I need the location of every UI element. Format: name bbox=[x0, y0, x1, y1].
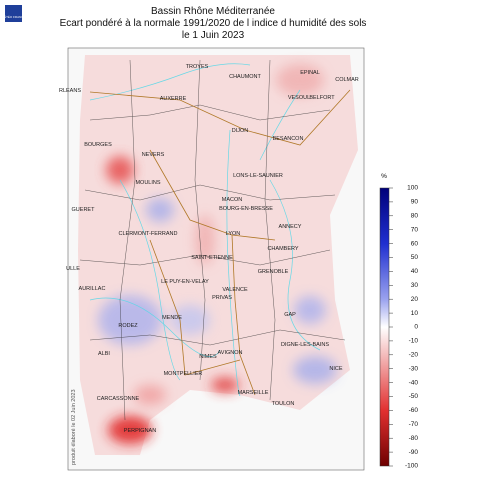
city-label: AVIGNON bbox=[218, 350, 243, 356]
city-label: PRIVAS bbox=[212, 295, 232, 301]
city-label: AUXERRE bbox=[160, 96, 187, 102]
colorbar-tick-label: -90 bbox=[409, 449, 419, 456]
city-label: MARSEILLE bbox=[238, 390, 269, 396]
colorbar-tick-label: 20 bbox=[411, 296, 419, 303]
colorbar-tick-label: 0 bbox=[414, 324, 418, 331]
colorbar-tick-label: 100 bbox=[407, 185, 418, 192]
city-label: ALBI bbox=[98, 351, 110, 357]
city-label: DIGNE-LES-BAINS bbox=[281, 342, 329, 348]
title-line: Bassin Rhône Méditerranée bbox=[151, 6, 275, 17]
city-label: LE PUY-EN-VELAY bbox=[161, 279, 209, 285]
city-label: MOULINS bbox=[135, 180, 160, 186]
city-label: NEVERS bbox=[142, 152, 165, 158]
city-labels: TROYES CHAUMONT EPINAL COLMAR VESOUL BELFORT A… bbox=[59, 64, 359, 434]
city-label: BESANCON bbox=[273, 136, 304, 142]
city-label: COLMAR bbox=[335, 77, 359, 83]
city-label: VESOUL bbox=[288, 95, 310, 101]
colorbar-tick-label: -50 bbox=[409, 393, 419, 400]
city-label: BELFORT bbox=[309, 95, 335, 101]
city-label: VALENCE bbox=[222, 287, 248, 293]
city-label: ULLE bbox=[66, 266, 80, 272]
colorbar-tick-label: -70 bbox=[409, 421, 419, 428]
city-label: BOURGES bbox=[84, 142, 112, 148]
colorbar-ticks: 1009080706050403020100-10-20-30-40-50-60… bbox=[389, 185, 418, 470]
colorbar-tick-label: -20 bbox=[409, 352, 419, 359]
city-label: RLEANS bbox=[59, 88, 81, 94]
logo-text: MÉTÉO FRANCE bbox=[2, 14, 26, 19]
city-label: CARCASSONNE bbox=[97, 396, 140, 402]
colorbar-tick-label: -60 bbox=[409, 407, 419, 414]
city-label: LONS-LE-SAUNIER bbox=[233, 173, 283, 179]
colorbar-unit: % bbox=[381, 173, 387, 180]
colorbar-tick-label: 50 bbox=[411, 254, 419, 261]
title-line: le 1 Juin 2023 bbox=[182, 30, 245, 41]
map bbox=[68, 48, 364, 470]
city-label: CHAMBERY bbox=[267, 246, 298, 252]
city-label: MACON bbox=[222, 197, 243, 203]
logo-box bbox=[5, 5, 22, 22]
title-line: Ecart pondéré à la normale 1991/2020 de … bbox=[60, 18, 367, 29]
side-note: produit élaboré le 02 Juin 2023 bbox=[71, 389, 77, 465]
colorbar-tick-label: 90 bbox=[411, 199, 419, 206]
city-label: ANNECY bbox=[279, 224, 302, 230]
colorbar-tick-label: 80 bbox=[411, 213, 419, 220]
map-frame bbox=[67, 47, 365, 471]
city-label: CHAUMONT bbox=[229, 74, 261, 80]
city-label: MENDE bbox=[162, 315, 182, 321]
city-label: SAINT-ETIENNE bbox=[191, 255, 233, 261]
city-label: GAP bbox=[284, 312, 296, 318]
colorbar-tick-label: -100 bbox=[405, 463, 418, 470]
city-label: MONTPELLIER bbox=[164, 371, 203, 377]
city-label: NICE bbox=[329, 366, 342, 372]
city-label: EPINAL bbox=[300, 70, 320, 76]
colorbar-tick-label: 30 bbox=[411, 282, 419, 289]
city-label: NIMES bbox=[199, 354, 217, 360]
colorbar-tick-label: -40 bbox=[409, 379, 419, 386]
colorbar-tick-label: -30 bbox=[409, 365, 419, 372]
city-label: TROYES bbox=[186, 64, 209, 70]
colorbar bbox=[379, 187, 390, 467]
colorbar-tick-label: 10 bbox=[411, 310, 419, 317]
colorbar-tick-label: 40 bbox=[411, 268, 419, 275]
city-label: PERPIGNAN bbox=[124, 428, 156, 434]
city-label: DIJON bbox=[232, 128, 249, 134]
city-label: CLERMONT-FERRAND bbox=[119, 231, 178, 237]
city-label: RODEZ bbox=[118, 323, 138, 329]
city-label: TOULON bbox=[272, 401, 295, 407]
colorbar-tick-label: -80 bbox=[409, 435, 419, 442]
city-label: LYON bbox=[226, 231, 241, 237]
city-label: AURILLAC bbox=[79, 286, 106, 292]
city-label: BOURG-EN-BRESSE bbox=[219, 206, 273, 212]
city-label: GRENOBLE bbox=[258, 269, 289, 275]
colorbar-tick-label: 60 bbox=[411, 240, 419, 247]
colorbar-tick-label: 70 bbox=[411, 226, 419, 233]
city-label: GUERET bbox=[72, 207, 96, 213]
colorbar-tick-label: -10 bbox=[409, 338, 419, 345]
